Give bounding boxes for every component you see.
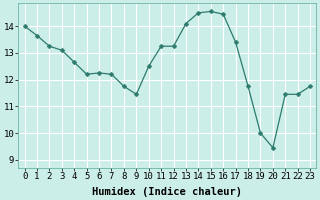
X-axis label: Humidex (Indice chaleur): Humidex (Indice chaleur): [92, 186, 242, 197]
